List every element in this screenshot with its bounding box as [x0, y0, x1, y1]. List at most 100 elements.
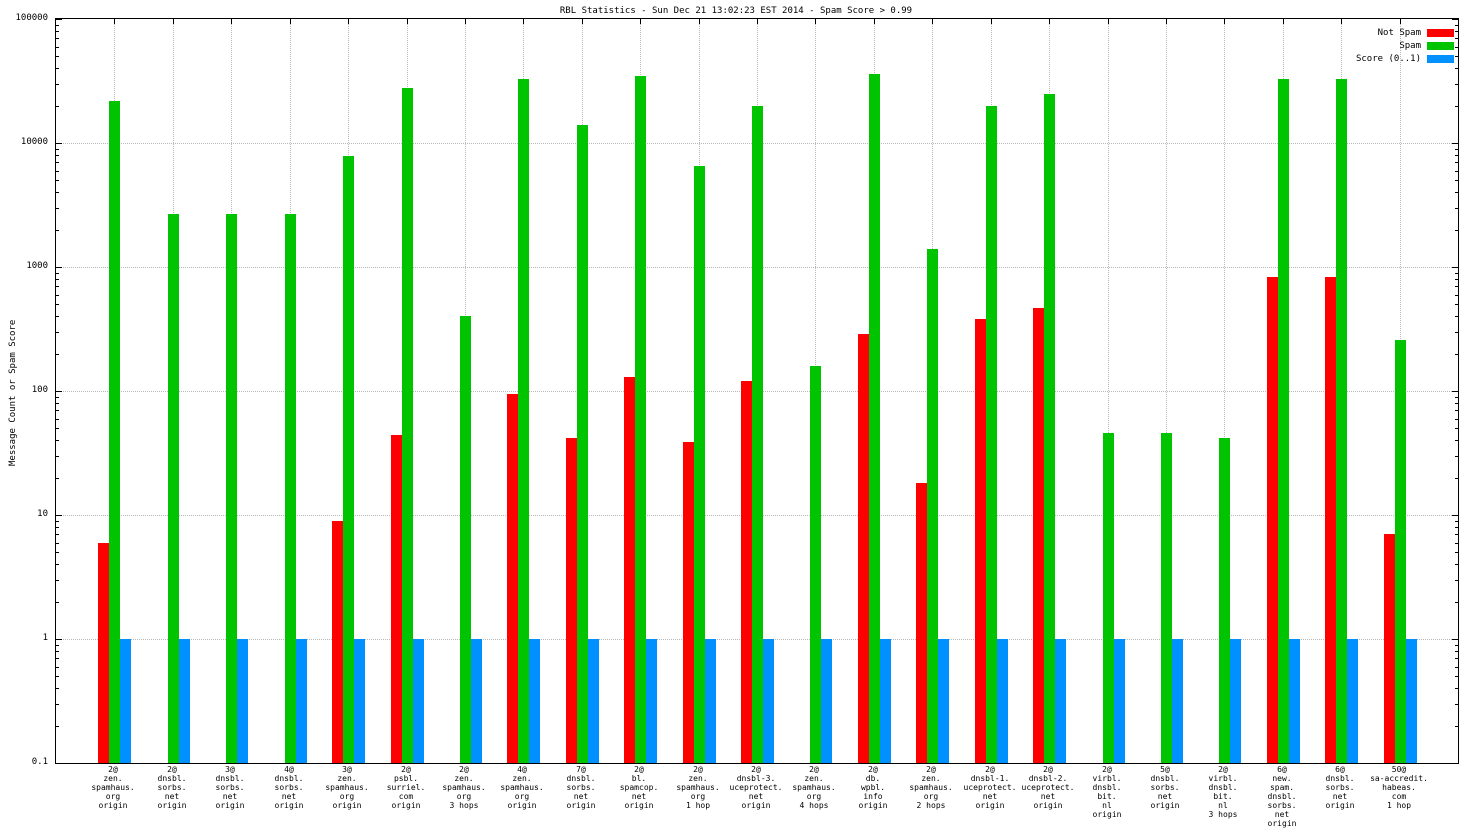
y-minor-tick-right — [1455, 354, 1458, 355]
bar-score-0-1--8 — [588, 639, 599, 763]
y-tick-label: 100000 — [15, 13, 48, 23]
x-tick-label: 2@ dnsbl. sorbs. net origin — [157, 765, 187, 810]
y-major-tick-right — [1452, 19, 1458, 20]
x-tick-top — [699, 19, 700, 24]
bar-score-0-1--10 — [705, 639, 716, 763]
y-minor-tick-left — [56, 31, 59, 32]
y-minor-tick-left — [56, 397, 59, 398]
y-minor-tick-right — [1455, 155, 1458, 156]
bar-spam-13 — [869, 74, 880, 763]
y-major-tick-left — [56, 515, 62, 516]
x-tick-top — [465, 19, 466, 24]
bar-not-spam-11 — [741, 381, 752, 763]
bar-score-0-1--12 — [821, 639, 832, 763]
y-minor-tick-right — [1455, 564, 1458, 565]
y-minor-tick-left — [56, 651, 59, 652]
y-minor-tick-left — [56, 410, 59, 411]
bar-spam-9 — [635, 76, 646, 763]
y-minor-tick-right — [1455, 295, 1458, 296]
bar-not-spam-7 — [507, 394, 518, 763]
x-gridline — [1166, 19, 1167, 763]
x-tick-top — [173, 19, 174, 24]
y-minor-tick-right — [1455, 38, 1458, 39]
y-minor-tick-right — [1455, 162, 1458, 163]
bar-score-0-1--21 — [1347, 639, 1358, 763]
y-minor-tick-left — [56, 428, 59, 429]
y-minor-tick-right — [1455, 688, 1458, 689]
y-minor-tick-left — [56, 534, 59, 535]
bar-spam-4 — [343, 156, 354, 763]
y-tick-label: 10000 — [20, 137, 48, 147]
y-minor-tick-left — [56, 704, 59, 705]
x-tick-label: 3@ zen. spamhaus. org origin — [325, 765, 369, 810]
x-tick-top — [114, 19, 115, 24]
legend-label-not-spam: Not Spam — [1377, 27, 1421, 38]
y-minor-tick-right — [1455, 84, 1458, 85]
x-tick-label: 2@ psbl. surriel. com origin — [386, 765, 426, 810]
y-minor-tick-left — [56, 25, 59, 26]
y-minor-tick-left — [56, 602, 59, 603]
y-minor-tick-right — [1455, 676, 1458, 677]
x-tick-label: 2@ db. wpbl. info origin — [858, 765, 888, 810]
bar-spam-7 — [518, 79, 529, 763]
x-tick-label: 2@ zen. spamhaus. org origin — [91, 765, 135, 810]
x-tick-top — [815, 19, 816, 24]
chart-title: RBL Statistics - Sun Dec 21 13:02:23 EST… — [559, 6, 913, 16]
legend-item-score: Score (0..1) — [1356, 52, 1454, 65]
y-minor-tick-right — [1455, 552, 1458, 553]
x-tick-label: 4@ zen. spamhaus. org origin — [500, 765, 544, 810]
y-minor-tick-left — [56, 332, 59, 333]
x-tick-top — [1049, 19, 1050, 24]
x-tick-label: 6@ dnsbl. sorbs. net origin — [1325, 765, 1355, 810]
y-minor-tick-left — [56, 564, 59, 565]
x-tick-top — [348, 19, 349, 24]
bar-not-spam-0 — [98, 543, 109, 763]
bar-score-0-1--20 — [1289, 639, 1300, 763]
bar-not-spam-4 — [332, 521, 343, 763]
bar-spam-6 — [460, 316, 471, 763]
y-minor-tick-left — [56, 440, 59, 441]
bar-not-spam-8 — [566, 438, 577, 763]
y-minor-tick-right — [1455, 180, 1458, 181]
y-minor-tick-right — [1455, 651, 1458, 652]
x-tick-top — [407, 19, 408, 24]
y-major-tick-right — [1452, 143, 1458, 144]
bar-score-0-1--14 — [938, 639, 949, 763]
y-minor-tick-right — [1455, 192, 1458, 193]
y-minor-tick-right — [1455, 478, 1458, 479]
x-tick-top — [1166, 19, 1167, 24]
x-tick-label: 2@ zen. spamhaus. org 2 hops — [909, 765, 953, 810]
bar-score-0-1--18 — [1172, 639, 1183, 763]
y-minor-tick-right — [1455, 543, 1458, 544]
y-minor-tick-left — [56, 354, 59, 355]
y-minor-tick-right — [1455, 580, 1458, 581]
x-tick-label: 2@ zen. spamhaus. org 3 hops — [442, 765, 486, 810]
bar-spam-0 — [109, 101, 120, 763]
y-minor-tick-left — [56, 84, 59, 85]
bar-spam-14 — [927, 249, 938, 763]
y-minor-tick-right — [1455, 25, 1458, 26]
plot-area — [55, 18, 1459, 764]
y-major-tick-right — [1452, 763, 1458, 764]
bar-score-0-1--5 — [413, 639, 424, 763]
y-tick-label: 100 — [31, 385, 48, 395]
x-tick-label: 2@ dnsbl-2. uceprotect. net origin — [1021, 765, 1075, 810]
y-minor-tick-right — [1455, 726, 1458, 727]
bar-score-0-1--11 — [763, 639, 774, 763]
y-minor-tick-right — [1455, 316, 1458, 317]
y-minor-tick-left — [56, 295, 59, 296]
x-tick-label: 2@ dnsbl-1. uceprotect. net origin — [963, 765, 1017, 810]
y-minor-tick-right — [1455, 419, 1458, 420]
x-tick-label: 2@ virbl. dnsbl. bit. nl 3 hops — [1208, 765, 1238, 819]
y-minor-tick-left — [56, 688, 59, 689]
y-major-tick-left — [56, 639, 62, 640]
x-tick-label: 2@ dnsbl-3. uceprotect. net origin — [729, 765, 783, 810]
bar-score-0-1--1 — [179, 639, 190, 763]
bar-score-0-1--17 — [1114, 639, 1125, 763]
bar-spam-22 — [1395, 340, 1406, 763]
bar-score-0-1--7 — [529, 639, 540, 763]
y-minor-tick-right — [1455, 230, 1458, 231]
x-tick-label: 5@ dnsbl. sorbs. net origin — [1150, 765, 1180, 810]
x-tick-label: 4@ dnsbl. sorbs. net origin — [274, 765, 304, 810]
bar-score-0-1--16 — [1055, 639, 1066, 763]
